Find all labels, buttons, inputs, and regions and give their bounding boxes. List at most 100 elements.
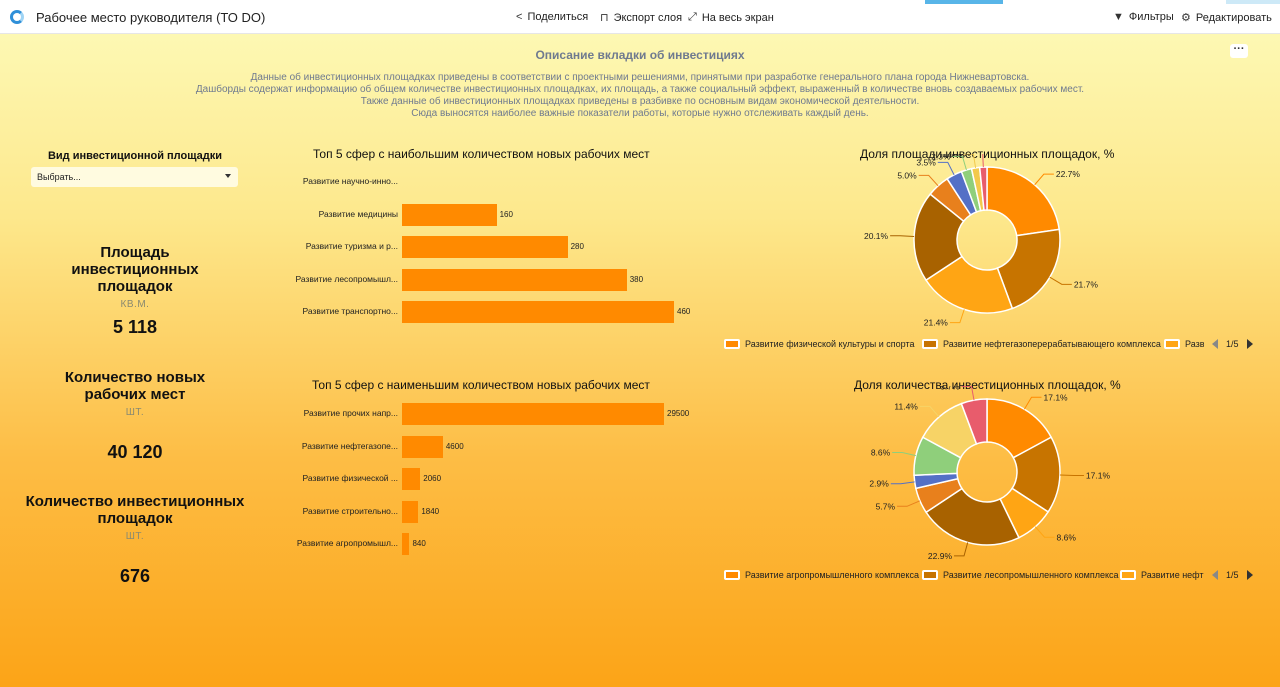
slice-percent-label: 17.1% xyxy=(1044,392,1069,402)
edit-button[interactable]: ⚙ Редактировать xyxy=(1181,11,1272,25)
donut-slice[interactable] xyxy=(978,166,988,211)
bar-value-label: 460 xyxy=(677,307,691,316)
description-title: Описание вкладки об инвестициях xyxy=(535,48,745,62)
legend-page: 1/5 xyxy=(1226,570,1239,580)
donut-slice[interactable] xyxy=(960,398,988,445)
select-value: Выбрать... xyxy=(37,172,81,182)
legend-swatch xyxy=(922,339,938,349)
bar[interactable] xyxy=(402,301,674,323)
kpi-jobs: Количество новых рабочих мест ШТ. 40 120 xyxy=(20,369,250,469)
slice-percent-label: 5.7% xyxy=(876,501,896,511)
bar[interactable] xyxy=(402,533,410,555)
dashboard-title: Рабочее место руководителя (ТО DO) xyxy=(36,10,266,25)
bar-category-label: Развитие прочих напр... xyxy=(303,408,398,418)
slice-leader-line xyxy=(963,154,977,168)
bar[interactable] xyxy=(402,500,419,523)
bar-row: Развитие лесопромышл... 380 xyxy=(258,268,690,291)
slice-leader-line xyxy=(890,481,915,485)
bar-row: Развитие транспортно... 460 xyxy=(258,301,690,323)
slice-leader-line xyxy=(1034,173,1054,186)
bar-value-label: 4600 xyxy=(445,441,464,451)
slice-leader-line xyxy=(937,161,955,176)
top-bar: Рабочее место руководителя (ТО DO) < Под… xyxy=(0,0,1280,34)
donut-slice[interactable] xyxy=(924,255,1014,314)
bar[interactable] xyxy=(402,403,664,425)
share-label: Поделиться xyxy=(527,11,589,23)
legend-label: Разв xyxy=(1185,339,1204,349)
legend-prev-icon[interactable] xyxy=(1212,339,1218,349)
bar-row: Развитие медицины 160 xyxy=(258,203,690,226)
bar[interactable] xyxy=(402,268,627,291)
legend-prev-icon[interactable] xyxy=(1212,570,1218,580)
legend-swatch xyxy=(922,570,938,580)
chart-title-area-share: Доля площади инвестиционных площадок, % xyxy=(860,147,1115,161)
bar-value-label: 160 xyxy=(499,209,513,219)
bar[interactable] xyxy=(402,236,568,258)
slice-percent-label: 22.9% xyxy=(928,551,953,561)
bar-row: Развитие агропромышл... 840 xyxy=(258,533,680,555)
description-line: Также данные об инвестиционных площадках… xyxy=(360,96,920,107)
bar[interactable] xyxy=(402,435,443,458)
slice-percent-label: 3.5% xyxy=(916,157,936,167)
bar-value-label: 2060 xyxy=(423,474,442,483)
slice-leader-line xyxy=(949,309,965,324)
slice-percent-label: 21.7% xyxy=(1074,279,1099,289)
filters-label: Фильтры xyxy=(1128,11,1174,23)
chevron-down-icon xyxy=(225,174,231,178)
kpi-value: 676 xyxy=(119,566,151,586)
legend-item[interactable]: Развитие нефтегазоперерабатывающего комп… xyxy=(922,339,1161,349)
chart-title-top-jobs: Топ 5 сфер с наибольшим количеством новы… xyxy=(313,147,650,161)
description-line: Сюда выносятся наиболее важные показател… xyxy=(411,108,869,119)
slice-leader-line xyxy=(1059,474,1084,477)
chart-title-bottom-jobs: Топ 5 сфер с наименьшим количеством новы… xyxy=(312,378,650,392)
filters-button[interactable]: ▼ Фильтры xyxy=(1113,11,1174,23)
bar-value-label: 280 xyxy=(570,242,584,251)
slice-percent-label: 5.7% xyxy=(940,386,960,391)
slice-percent-label: 8.6% xyxy=(871,447,891,457)
bar-row: Развитие прочих напр... 29500 xyxy=(258,403,689,425)
slice-percent-label: 17.1% xyxy=(1086,471,1111,481)
bar-value-label: 840 xyxy=(412,539,426,548)
legend-pager: 1/5 xyxy=(1212,339,1253,349)
filter-icon: ▼ xyxy=(1113,11,1124,23)
legend-label: Развитие физической культуры и спорта xyxy=(745,339,915,349)
slice-leader-line xyxy=(897,500,921,507)
legend-item[interactable]: Разв xyxy=(1164,339,1204,349)
slice-percent-label: 2.9% xyxy=(869,479,889,489)
fullscreen-button[interactable]: ⤢ На весь экран xyxy=(688,11,774,24)
slice-percent-label: 11.4% xyxy=(894,401,918,411)
gear-icon: ⚙ xyxy=(1181,12,1191,24)
export-layer-button[interactable]: ⊓ Экспорт слоя xyxy=(600,11,682,25)
donut-chart-area-share: 22.7% 21.7% 21.4% 20.1% 5.0% 3.5%2.3%1.8%1.6% xyxy=(864,154,1099,328)
donut-slice[interactable] xyxy=(996,228,1061,310)
bar-category-label: Развитие агропромышл... xyxy=(296,538,398,548)
slice-percent-label: 1.8% xyxy=(942,154,962,159)
slice-leader-line xyxy=(1034,526,1055,538)
bar[interactable] xyxy=(402,468,421,490)
legend-item[interactable]: Развитие лесопромышленного комплекса xyxy=(922,570,1119,580)
more-options-icon[interactable]: ··· xyxy=(1230,44,1248,58)
kpi-value: 40 120 xyxy=(107,442,163,462)
chart-title-count-share: Доля количества инвестиционных площадок,… xyxy=(854,378,1121,392)
legend-swatch xyxy=(724,339,740,349)
legend-next-icon[interactable] xyxy=(1246,339,1253,349)
donut-slice[interactable] xyxy=(986,166,1061,237)
slice-percent-label: 1.6% xyxy=(951,154,971,158)
share-button[interactable]: < Поделиться xyxy=(516,11,588,23)
bar-row: Развитие строительно... 1840 xyxy=(258,500,680,523)
bar-category-label: Развитие транспортно... xyxy=(302,306,398,316)
legend-label: Развитие агропромышленного комплекса xyxy=(745,570,919,580)
bar[interactable] xyxy=(402,203,497,226)
legend-item[interactable]: Развитие нефт xyxy=(1120,570,1204,580)
legend-next-icon[interactable] xyxy=(1246,570,1253,580)
app-logo-icon[interactable] xyxy=(10,10,24,24)
investment-type-select[interactable]: Выбрать... xyxy=(31,167,238,187)
legend-item[interactable]: Развитие физической культуры и спорта xyxy=(724,339,914,349)
bar-value-label: 380 xyxy=(629,274,644,284)
bar-category-label: Развитие лесопромышл... xyxy=(295,273,398,284)
donut-slice[interactable] xyxy=(925,487,1020,546)
legend-swatch xyxy=(724,570,740,580)
legend-item[interactable]: Развитие агропромышленного комплекса xyxy=(724,570,919,580)
active-tab-indicator xyxy=(925,0,1003,4)
kpi-unit: ШТ. xyxy=(125,407,145,418)
